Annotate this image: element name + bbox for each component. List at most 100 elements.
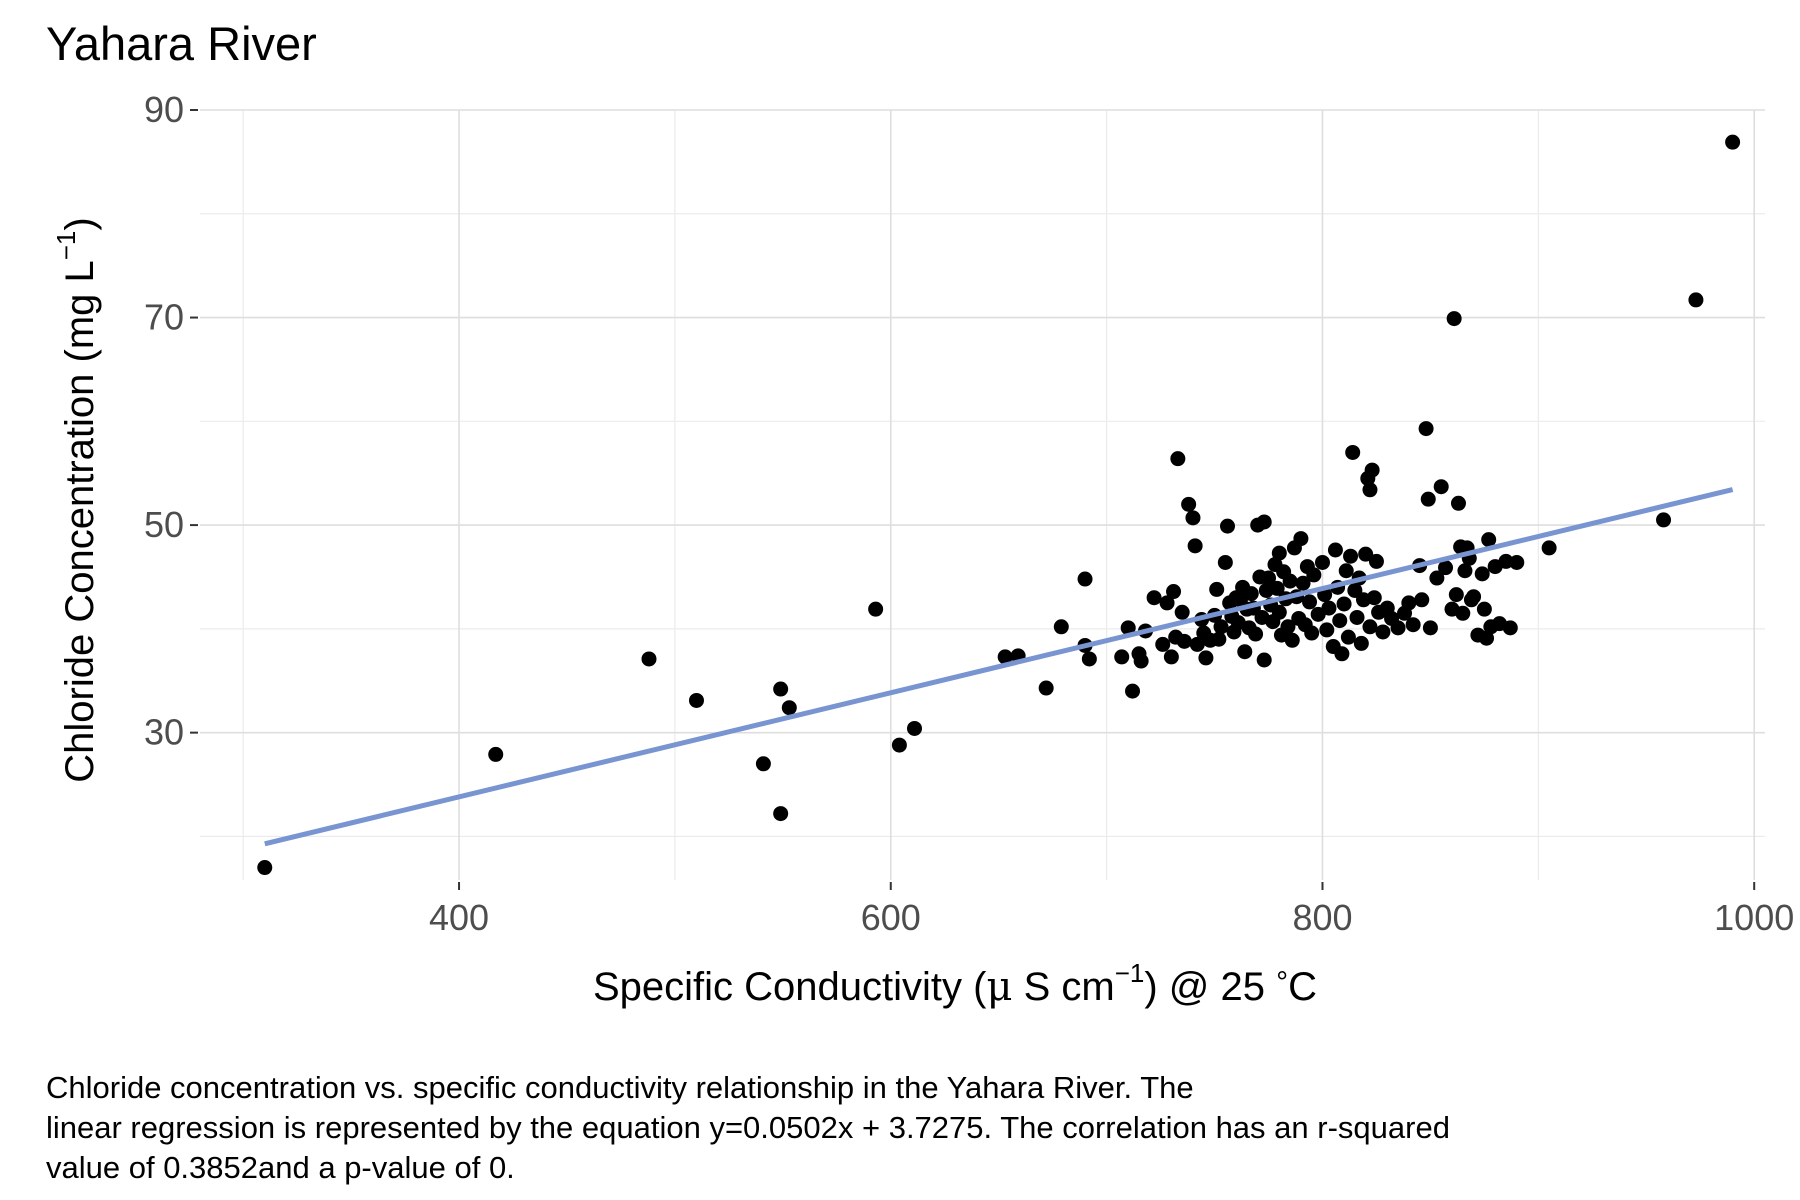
data-point (1498, 553, 1514, 569)
data-point (488, 746, 504, 762)
data-point (1163, 649, 1179, 665)
y-tick-label: 70 (144, 297, 184, 338)
data-point (1418, 421, 1434, 437)
x-axis-label: Specific Conductivity (μ S cm−1) @ 25 °C (593, 958, 1317, 1010)
data-point (1166, 584, 1182, 600)
data-point (1429, 570, 1445, 586)
data-point (1334, 646, 1350, 662)
data-point (1345, 444, 1361, 460)
data-point (1293, 531, 1309, 547)
data-point (1284, 632, 1300, 648)
data-point (1271, 545, 1287, 561)
data-point (1120, 620, 1136, 636)
chart: Yahara River 400 600 800 1000 30 50 70 90 Spec… (46, 17, 1794, 1010)
data-point (1338, 563, 1354, 579)
data-point (1401, 595, 1417, 611)
data-point (1038, 680, 1054, 696)
data-point (1189, 636, 1205, 652)
chart-title: Yahara River (46, 17, 317, 70)
minor-gridlines (200, 110, 1765, 880)
data-point (1688, 292, 1704, 308)
data-point (1256, 514, 1272, 530)
data-point (1368, 553, 1384, 569)
data-point (1375, 624, 1391, 640)
x-tick-label: 800 (1292, 897, 1352, 938)
data-point (1269, 580, 1285, 596)
data-point (1271, 604, 1287, 620)
data-point (1133, 653, 1149, 669)
data-point (1261, 570, 1277, 586)
regression-line (264, 487, 1734, 847)
data-point (781, 700, 797, 716)
y-tick-label: 50 (144, 504, 184, 545)
data-point (1656, 512, 1672, 528)
data-point (1114, 649, 1130, 665)
data-point (1155, 636, 1171, 652)
data-point (1248, 626, 1264, 642)
data-point (1306, 567, 1322, 583)
data-point (1176, 633, 1192, 649)
y-label-prefix: Chloride Concentration (mg L (58, 260, 102, 782)
data-point (1220, 518, 1236, 534)
data-point (1362, 482, 1378, 498)
caption-line-3: value of 0.3852and a p-value of 0. (46, 1150, 515, 1185)
x-label-unit: C (1288, 965, 1317, 1009)
data-point (1213, 619, 1229, 635)
x-label-mu: μ (986, 964, 1012, 1010)
data-point (1364, 462, 1380, 478)
data-point (1420, 491, 1436, 507)
data-point (1390, 620, 1406, 636)
data-point (891, 737, 907, 753)
y-tick-label: 90 (144, 89, 184, 130)
y-label-sup: −1 (51, 231, 81, 261)
data-point (1474, 566, 1490, 582)
data-point (1181, 496, 1197, 512)
data-point (1353, 635, 1369, 651)
x-tick-label: 400 (429, 897, 489, 938)
major-gridlines (200, 109, 1765, 880)
data-point (1217, 554, 1233, 570)
data-point (868, 601, 884, 617)
x-label-middle: S cm (1012, 965, 1114, 1009)
data-point (1438, 560, 1454, 576)
data-point (1476, 601, 1492, 617)
y-label-suffix: ) (58, 217, 102, 230)
data-point (1077, 571, 1093, 587)
data-point (1198, 650, 1214, 666)
data-point (257, 860, 273, 876)
x-tick-label: 600 (861, 897, 921, 938)
data-point (1414, 592, 1430, 608)
data-point (1541, 540, 1557, 556)
data-point (1282, 573, 1298, 589)
data-point (1343, 548, 1359, 564)
data-point (1125, 683, 1141, 699)
data-point (773, 681, 789, 697)
data-point (1256, 652, 1272, 668)
data-point (773, 806, 789, 822)
x-axis-tick-labels: 400 600 800 1000 (429, 897, 1794, 938)
data-point (755, 756, 771, 772)
x-label-suffix: ) @ 25 (1144, 965, 1276, 1009)
data-point (1187, 538, 1203, 554)
data-point (1340, 629, 1356, 645)
data-point (1362, 619, 1378, 635)
data-point (1450, 495, 1466, 511)
data-point (1336, 596, 1352, 612)
data-point (1455, 605, 1471, 621)
data-point (1502, 620, 1518, 636)
y-axis-label: Chloride Concentration (mg L−1) (51, 217, 102, 782)
data-point (1170, 451, 1186, 467)
data-point (1295, 575, 1311, 591)
data-point (1422, 620, 1438, 636)
caption-line-1: Chloride concentration vs. specific cond… (46, 1070, 1194, 1105)
axis-ticks (190, 109, 1756, 890)
x-label-sup: −1 (1115, 958, 1145, 988)
data-point (1358, 546, 1374, 562)
data-point (1457, 563, 1473, 579)
data-point (1321, 600, 1337, 616)
data-point (688, 692, 704, 708)
data-point (1159, 595, 1175, 611)
data-point (1349, 609, 1365, 625)
data-point (1185, 510, 1201, 526)
data-point (1319, 622, 1335, 638)
